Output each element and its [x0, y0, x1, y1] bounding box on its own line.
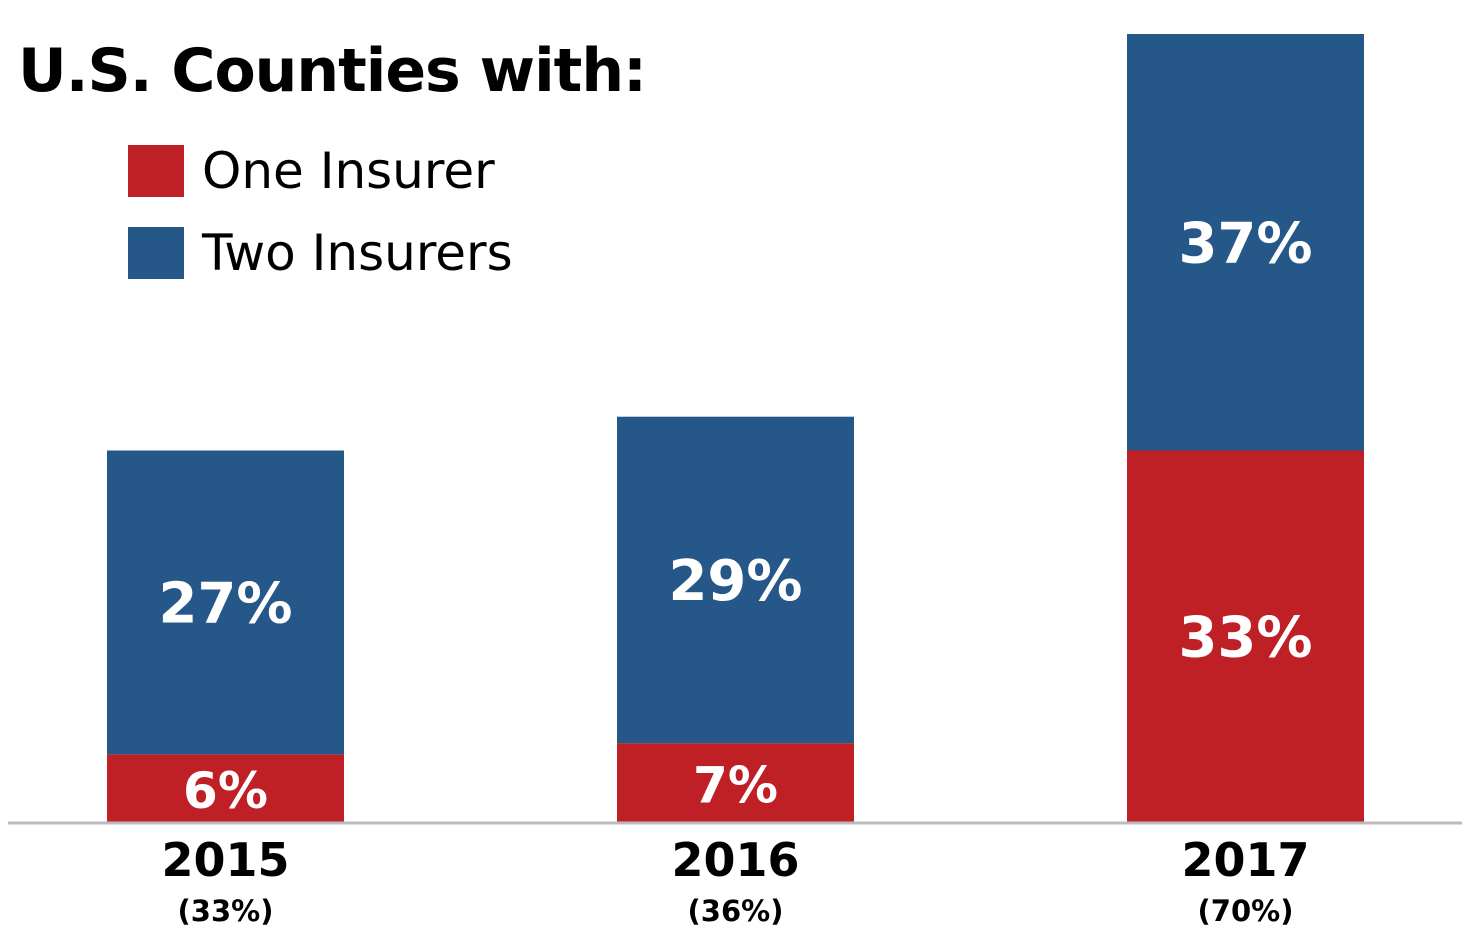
bar-2017-two-insurers — [1127, 34, 1364, 451]
data-label-2016-one-insurer: 7% — [693, 757, 778, 815]
data-label-2017-two-insurers: 37% — [1178, 211, 1312, 276]
bar-2017-one-insurer — [1127, 450, 1364, 822]
bar-2015-two-insurers — [107, 450, 344, 755]
legend-label-one-insurer: One Insurer — [202, 142, 495, 200]
bar-2015-one-insurer — [107, 754, 344, 822]
total-label-2016: (36%) — [688, 894, 784, 928]
total-label-2015: (33%) — [178, 894, 274, 928]
data-label-2015-one-insurer: 6% — [183, 762, 268, 820]
total-label-2017: (70%) — [1198, 894, 1294, 928]
chart-title: U.S. Counties with: — [18, 36, 647, 106]
bar-2016-two-insurers — [617, 416, 854, 744]
legend-label-two-insurers: Two Insurers — [202, 224, 513, 282]
x-tick-label-2015: 2015 — [161, 833, 289, 887]
bar-2016-one-insurer — [617, 743, 854, 822]
legend-item-two-insurers: Two Insurers — [128, 212, 513, 294]
legend-item-one-insurer: One Insurer — [128, 130, 513, 212]
x-tick-label-2016: 2016 — [671, 833, 799, 887]
x-tick-label-2017: 2017 — [1181, 833, 1309, 887]
data-label-2017-one-insurer: 33% — [1178, 605, 1312, 670]
legend-swatch-one-insurer — [128, 145, 184, 197]
data-label-2016-two-insurers: 29% — [668, 549, 802, 614]
legend: One Insurer Two Insurers — [128, 130, 513, 294]
data-label-2015-two-insurers: 27% — [158, 572, 292, 637]
legend-swatch-two-insurers — [128, 227, 184, 279]
